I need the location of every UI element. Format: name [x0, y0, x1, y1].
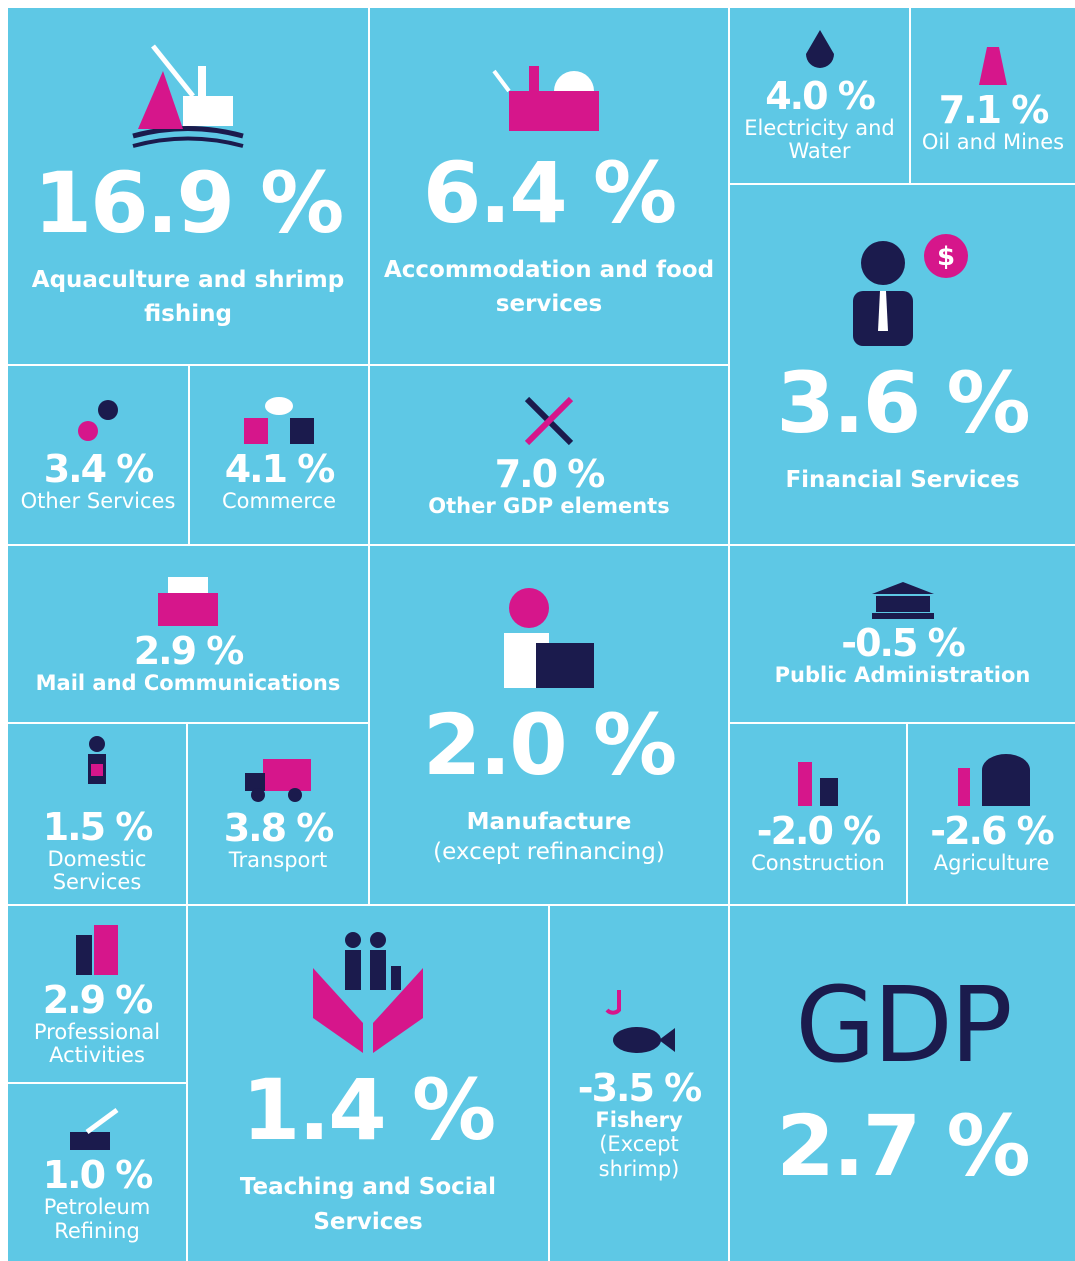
growth-value: 1.0 % — [42, 1153, 154, 1198]
growth-value: -2.6 % — [930, 809, 1054, 854]
sector-icon — [303, 928, 433, 1058]
sector-icon — [156, 573, 220, 628]
sector-label: Domestic Services — [47, 846, 147, 894]
sector-label: Teaching and Social Services — [239, 1174, 497, 1235]
sector-label: Mail and Communications — [35, 670, 341, 695]
growth-value: -3.5 % — [577, 1065, 702, 1110]
sector-label: Construction — [751, 851, 885, 876]
sector-icon — [234, 396, 324, 446]
growth-value: 16.9 % — [33, 153, 345, 252]
gdp-title: GDP — [795, 963, 1012, 1086]
sector-label: Agriculture — [933, 851, 1050, 876]
growth-value: 2.0 % — [422, 695, 677, 794]
sector-label: Transport — [228, 848, 328, 873]
growth-value: 4.1 % — [224, 447, 336, 492]
sector-icon — [973, 37, 1013, 87]
sector-icon — [73, 396, 123, 446]
sector-note: (except refinancing) — [433, 839, 665, 866]
growth-value: 3.4 % — [43, 447, 155, 492]
sector-label: Other GDP elements — [428, 494, 670, 519]
sector-icon — [243, 755, 313, 805]
sector-icon — [599, 985, 679, 1065]
sector-tile: 16.9 % Aquaculture and shrimp fishing — [8, 8, 368, 364]
sector-label: Accommodation and food services — [383, 256, 715, 318]
sector-tile: 2.9 % Professional Activities — [8, 906, 186, 1082]
sector-icon — [82, 734, 112, 804]
growth-value: -0.5 % — [841, 621, 965, 666]
growth-value: 2.9 % — [133, 628, 245, 673]
sector-icon — [62, 1102, 132, 1152]
sector-icon — [952, 752, 1032, 808]
sector-icon — [72, 921, 122, 977]
gdp-value: 2.7 % — [776, 1096, 1030, 1195]
sector-label: Commerce — [222, 489, 336, 514]
sector-tile: 7.1 % Oil and Mines — [911, 8, 1075, 183]
sector-label: Manufacture — [466, 808, 632, 835]
sector-label: Professional Activities — [33, 1019, 161, 1067]
sector-label: Financial Services — [785, 467, 1020, 494]
sector-tile: 1.5 % Domestic Services — [8, 724, 186, 904]
gdp-tile: GDP 2.7 % — [730, 906, 1075, 1261]
sector-tile: 2.9 % Mail and Communications — [8, 546, 368, 722]
sector-icon — [800, 28, 840, 73]
sector-icon — [484, 51, 614, 141]
sector-tile: 1.4 % Teaching and Social Services — [188, 906, 548, 1261]
sector-tile: 1.0 % Petroleum Refining — [8, 1084, 186, 1261]
sector-tile: 3.4 % Other Services — [8, 366, 188, 544]
sector-tile: -2.0 % Construction — [730, 724, 906, 904]
growth-value: 1.5 % — [42, 804, 154, 849]
growth-value: -2.0 % — [756, 809, 881, 854]
sector-label: Electricity and Water — [744, 115, 895, 163]
sector-icon — [123, 41, 253, 151]
sector-label: Petroleum Refining — [43, 1195, 151, 1243]
sector-icon — [870, 580, 936, 620]
growth-value: 2.9 % — [42, 977, 154, 1022]
sector-tile: 4.0 % Electricity and Water — [730, 8, 909, 183]
sector-label: Public Administration — [774, 663, 1031, 688]
growth-value: 7.1 % — [938, 87, 1050, 132]
sector-label: Fishery — [595, 1107, 683, 1132]
sector-tile: 4.1 % Commerce — [190, 366, 368, 544]
sector-icon — [790, 752, 846, 808]
growth-value: 3.8 % — [223, 806, 335, 851]
sector-tile: $3.6 % Financial Services — [730, 185, 1075, 544]
sector-tile: -2.6 % Agriculture — [908, 724, 1075, 904]
growth-value: 1.4 % — [241, 1061, 496, 1159]
sector-icon: $ — [828, 231, 978, 351]
growth-value: 7.0 % — [494, 452, 606, 497]
sector-note: (Except shrimp) — [598, 1131, 680, 1182]
sector-tile: 7.0 % Other GDP elements — [370, 366, 728, 544]
sector-icon — [519, 391, 579, 451]
sector-tile: 2.0 % Manufacture (except refinancing) — [370, 546, 728, 904]
sector-label: Aquaculture and shrimp fishing — [31, 266, 345, 328]
sector-tile: -3.5 % Fishery (Except shrimp) — [550, 906, 728, 1261]
svg-text:$: $ — [936, 242, 954, 272]
growth-value: 6.4 % — [422, 143, 677, 242]
sector-tile: 3.8 % Transport — [188, 724, 368, 904]
growth-value: 3.6 % — [776, 354, 1030, 453]
sector-label: Other Services — [20, 489, 176, 514]
sector-icon — [494, 583, 604, 693]
growth-value: 4.0 % — [765, 73, 876, 118]
sector-label: Oil and Mines — [921, 129, 1065, 154]
sector-tile: 6.4 % Accommodation and food services — [370, 8, 728, 364]
sector-tile: -0.5 % Public Administration — [730, 546, 1075, 722]
